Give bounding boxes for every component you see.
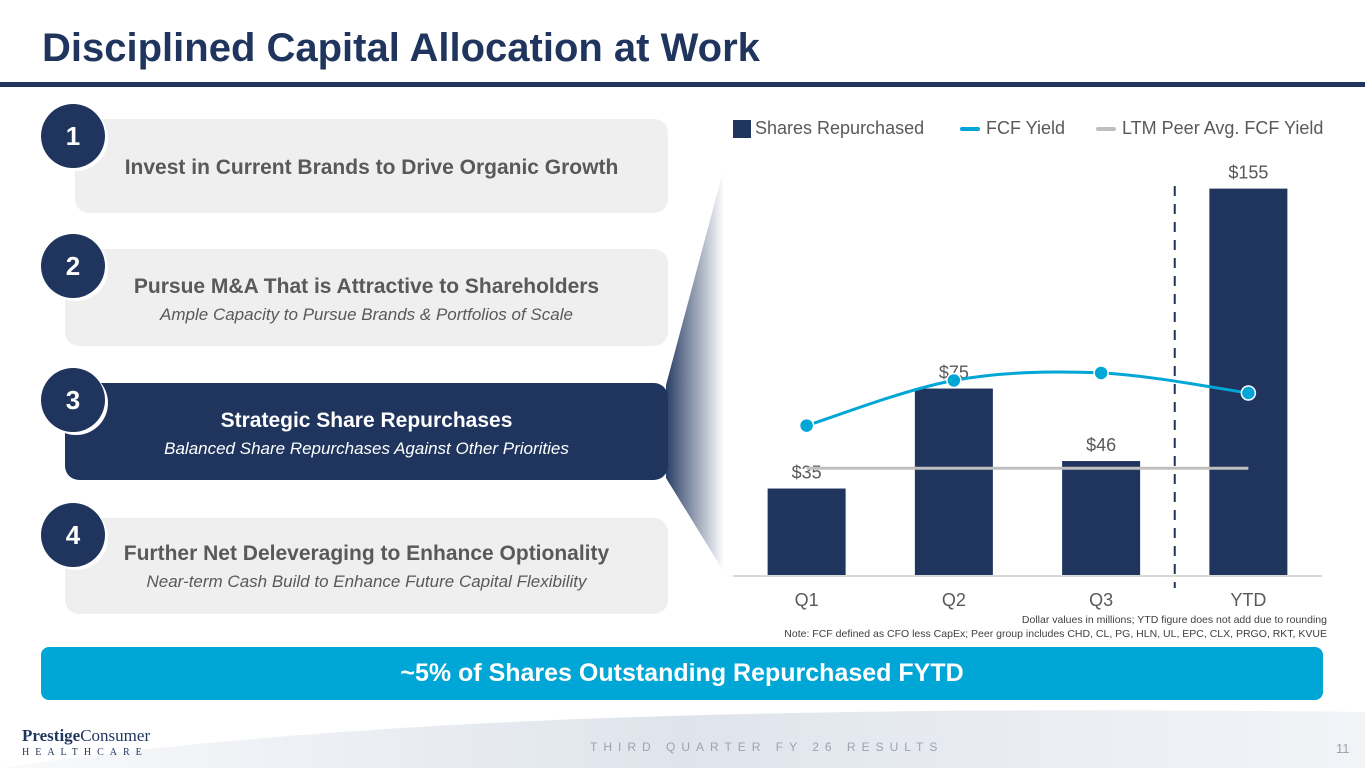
bar-label-q3: $46	[1086, 435, 1116, 455]
bar-q3	[1062, 461, 1141, 576]
priority-card-1: Invest in Current Brands to Drive Organi…	[75, 119, 668, 213]
logo-healthcare: HEALTHCARE	[22, 747, 148, 758]
fcf-label-ytd: 7%	[1235, 360, 1261, 380]
legend-item-fcf: FCF Yield	[960, 118, 1065, 139]
priority-4-subtext: Near-term Cash Build to Enhance Future C…	[146, 572, 587, 591]
x-tick-ytd: YTD	[1230, 590, 1266, 610]
priority-4-heading: Further Net Deleveraging to Enhance Opti…	[123, 542, 610, 565]
fcf-label-q2: 8%	[941, 347, 967, 367]
x-tick-q2: Q2	[942, 590, 966, 610]
fcf-point-q3	[1093, 365, 1109, 381]
bar-label-q1: $35	[792, 463, 822, 483]
page-number: 11	[1336, 741, 1350, 756]
legend-label-peer: LTM Peer Avg. FCF Yield	[1122, 118, 1324, 138]
logo-prestige: Prestige	[22, 726, 81, 745]
bar-q1	[767, 488, 846, 576]
title-divider	[0, 82, 1365, 87]
priority-3-heading: Strategic Share Repurchases	[220, 409, 513, 432]
legend-item-shares: Shares Repurchased	[733, 118, 924, 139]
bar-q2	[914, 388, 993, 576]
priority-3-number: 3	[41, 368, 105, 432]
legend-label-shares: Shares Repurchased	[755, 118, 925, 138]
fcf-label-q1: 6%	[794, 394, 820, 414]
priority-card-3: Strategic Share Repurchases Balanced Sha…	[65, 383, 668, 480]
legend-item-peer: LTM Peer Avg. FCF Yield	[1096, 118, 1323, 139]
legend-swatch-peer	[1096, 126, 1116, 131]
legend-label-fcf: FCF Yield	[986, 118, 1066, 138]
fcf-point-q2	[946, 372, 962, 389]
summary-banner: ~5% of Shares Outstanding Repurchased FY…	[41, 647, 1323, 700]
logo-consumer: Consumer	[80, 726, 151, 745]
chart-note-2: Note: FCF defined as CFO less CapEx; Pee…	[784, 628, 1327, 640]
priority-2-heading: Pursue M&A That is Attractive to Shareho…	[133, 275, 600, 298]
page-title: Disciplined Capital Allocation at Work	[42, 26, 760, 70]
fcf-yield-line	[806, 370, 1249, 428]
priority-card-2: Pursue M&A That is Attractive to Shareho…	[65, 249, 668, 346]
company-logo: PrestigeConsumer HEALTHCARE	[22, 726, 150, 758]
chart-note-1: Dollar values in millions; YTD figure do…	[1021, 614, 1327, 626]
fcf-label-q3: 8%	[1088, 340, 1114, 360]
footer-swoosh	[0, 710, 1365, 768]
bar-ytd	[1209, 188, 1288, 576]
bar-label-ytd: $155	[1228, 163, 1268, 183]
priority-card-4: Further Net Deleveraging to Enhance Opti…	[65, 518, 668, 614]
priority-1-heading: Invest in Current Brands to Drive Organi…	[124, 156, 619, 179]
legend-swatch-bar	[733, 119, 751, 138]
priority-3-subtext: Balanced Share Repurchases Against Other…	[164, 439, 569, 458]
priority-2-number: 2	[41, 234, 105, 298]
priority-1-number: 1	[41, 104, 105, 168]
priority-2-subtext: Ample Capacity to Pursue Brands & Portfo…	[160, 305, 573, 324]
fcf-point-q1	[798, 417, 815, 434]
footer-caption: THIRD QUARTER FY 26 RESULTS	[590, 740, 944, 754]
priority-4-number: 4	[41, 503, 105, 567]
x-tick-q1: Q1	[795, 590, 819, 610]
legend-swatch-fcf	[960, 126, 980, 131]
fcf-point-ytd	[1240, 385, 1257, 401]
x-tick-q3: Q3	[1089, 590, 1113, 610]
bar-label-q2: $75	[939, 363, 969, 383]
